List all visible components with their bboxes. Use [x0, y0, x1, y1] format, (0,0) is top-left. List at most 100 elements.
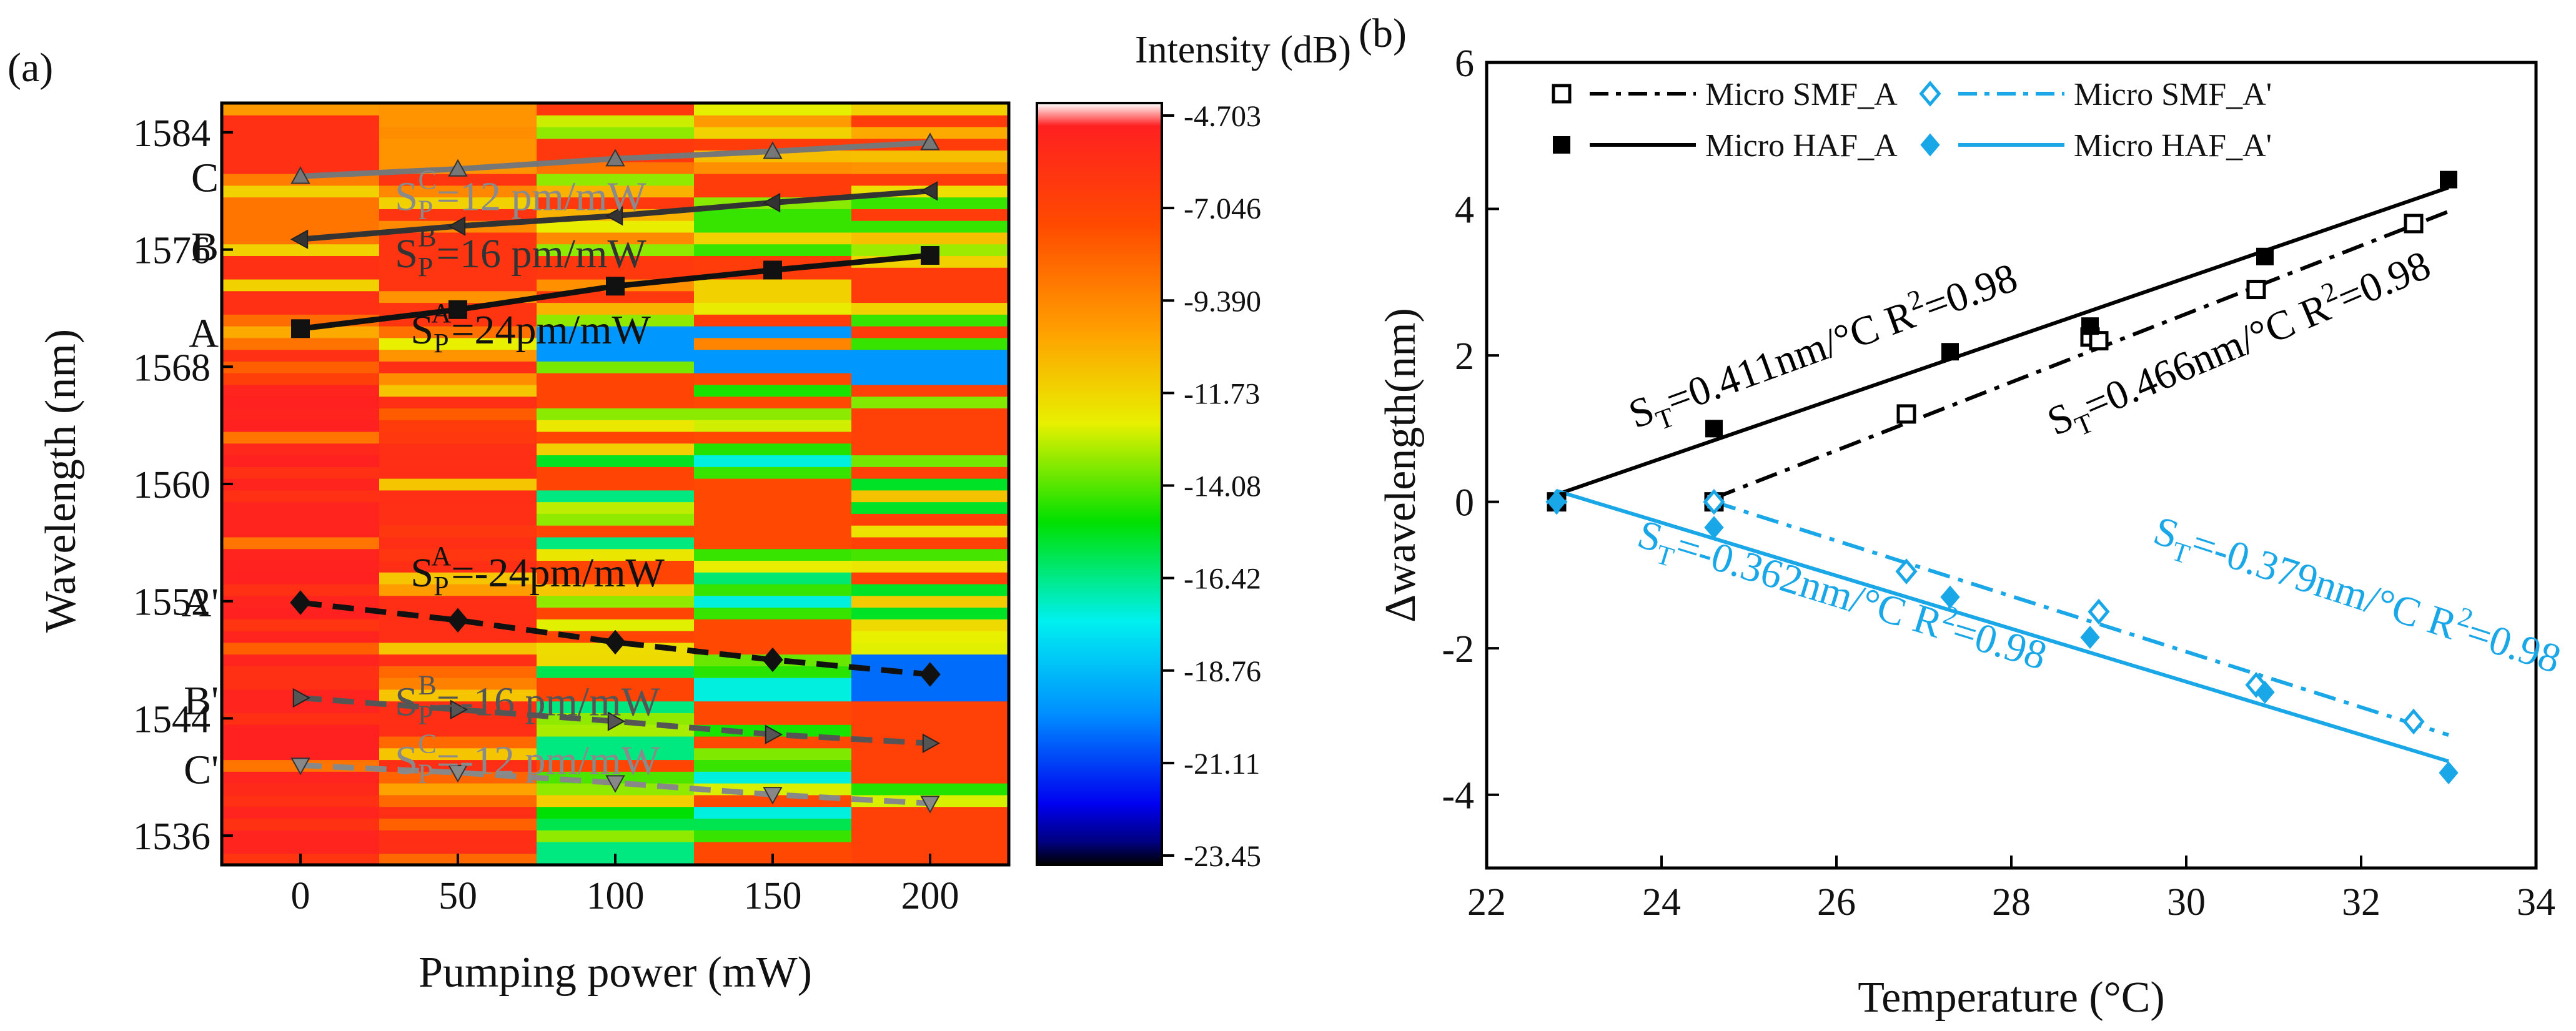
heatmap-cell	[379, 197, 537, 209]
panel-b-y-axis-label: Δwavelength(nm)	[1377, 308, 1425, 623]
heatmap-cell	[694, 360, 852, 373]
heatmap-cell	[851, 384, 1009, 397]
heatmap-cell	[537, 571, 695, 585]
heatmap-cell	[694, 747, 852, 761]
heatmap-cell	[694, 279, 852, 292]
data-point-microsmfa	[1896, 404, 1916, 424]
heatmap-cell	[694, 455, 852, 467]
colorbar-tick-label: -16.42	[1184, 563, 1261, 596]
heatmap-cell	[222, 794, 380, 807]
heatmap-cell	[537, 313, 695, 327]
series-marker-Bp	[292, 688, 311, 708]
legend-label: Micro SMF_A'	[2074, 77, 2272, 112]
heatmap-cell	[379, 583, 537, 596]
row-label: A	[189, 310, 219, 356]
heatmap-cell	[537, 325, 695, 338]
series-marker-Ap	[762, 647, 783, 673]
heatmap-cell	[222, 713, 380, 725]
heatmap-cell	[222, 208, 380, 221]
heatmap-cell	[222, 583, 380, 596]
heatmap-cell	[222, 806, 380, 819]
colorbar-gradient	[1036, 102, 1163, 866]
data-point-microhafa	[1941, 343, 1959, 361]
heatmap-cell	[851, 232, 1009, 245]
colorbar-tick-label: -14.08	[1184, 470, 1261, 503]
series-marker-A	[763, 260, 782, 280]
sensitivity-annotation: SPA=-24pm/mW	[410, 541, 665, 601]
heatmap-cell	[694, 571, 852, 585]
heatmap-cell	[537, 185, 695, 198]
colorbar-tick-label: -21.11	[1184, 747, 1260, 781]
heatmap-cell	[379, 841, 537, 854]
heatmap-cell	[694, 185, 852, 198]
series-marker-Cp	[605, 775, 625, 793]
fit-line-microhafa	[1556, 489, 2449, 763]
heatmap-cell	[694, 161, 852, 174]
heatmap-cell	[537, 747, 695, 761]
fit-line-microsmfa	[1713, 500, 2449, 737]
heatmap-cell	[379, 654, 537, 666]
panel-b-x-axis-label: Temperature (°C)	[1858, 974, 2164, 1022]
heatmap-cell	[694, 806, 852, 819]
series-marker-B	[447, 216, 466, 236]
heatmap-cell	[379, 548, 537, 561]
heatmap-cell	[222, 302, 380, 315]
heatmap-cell	[851, 630, 1009, 643]
heatmap-cell	[222, 747, 380, 761]
heatmap-cell	[851, 513, 1009, 526]
heatmap-cell	[222, 126, 380, 139]
heatmap-cell	[537, 384, 695, 397]
panel-a-x-ticks: 0 50 100 150 200	[291, 854, 959, 917]
heatmap-cell	[537, 736, 695, 749]
heatmap-cell	[851, 431, 1009, 444]
heatmap-cell	[379, 126, 537, 139]
heatmap-cell	[222, 724, 380, 737]
data-point-microhafa	[1940, 585, 1960, 609]
heatmap-cell	[537, 501, 695, 514]
heatmap-cell	[379, 747, 537, 761]
heatmap-cell	[694, 244, 852, 256]
series-marker-C	[448, 159, 468, 177]
fit-line-microsmfa	[1713, 209, 2450, 500]
series-marker-B	[762, 192, 781, 213]
panel-a-series	[290, 132, 941, 814]
heatmap-cell	[537, 197, 695, 209]
data-point-microhafa	[1704, 516, 1724, 540]
heatmap-cell	[222, 455, 380, 467]
panel-a-label: (a)	[7, 45, 53, 91]
heatmap-cell	[537, 267, 695, 280]
heatmap-cell	[694, 501, 852, 514]
panel-a-y-axis-label: Wavelength (nm)	[37, 329, 85, 633]
heatmap-cell	[222, 443, 380, 456]
heatmap-cell	[537, 103, 695, 116]
series-marker-Bp	[450, 699, 468, 720]
heatmap-cell	[222, 654, 380, 666]
heatmap-cell	[537, 419, 695, 432]
heatmap-cell	[694, 583, 852, 596]
heatmap-cell	[694, 677, 852, 690]
row-label: C'	[184, 747, 219, 793]
y-tick-label: 1568	[133, 347, 211, 389]
heatmap-cell	[851, 771, 1009, 784]
heatmap-cell	[379, 466, 537, 479]
heatmap-cell	[851, 279, 1009, 292]
heatmap-cell	[379, 455, 537, 467]
heatmap-cell	[537, 302, 695, 315]
heatmap-cell	[379, 279, 537, 292]
heatmap-cell	[851, 642, 1009, 655]
series-marker-C	[763, 141, 783, 159]
heatmap-cell	[379, 114, 537, 127]
heatmap-cell	[537, 255, 695, 268]
heatmap-cell	[851, 501, 1009, 514]
heatmap-cell	[222, 419, 380, 432]
heatmap-cell	[851, 220, 1009, 233]
x-tick-label: 28	[1992, 881, 2031, 924]
series-marker-Cp	[763, 787, 783, 805]
heatmap-cell	[379, 360, 537, 373]
panel-a-x-axis-label: Pumping power (mW)	[419, 949, 812, 997]
heatmap-cell	[537, 525, 695, 538]
row-label: A'	[181, 580, 219, 626]
series-line-Cp	[300, 762, 931, 806]
sensitivity-annotation: SPC=-12 pm/mW	[395, 729, 660, 789]
legend-label: Micro HAF_A'	[2074, 128, 2272, 164]
